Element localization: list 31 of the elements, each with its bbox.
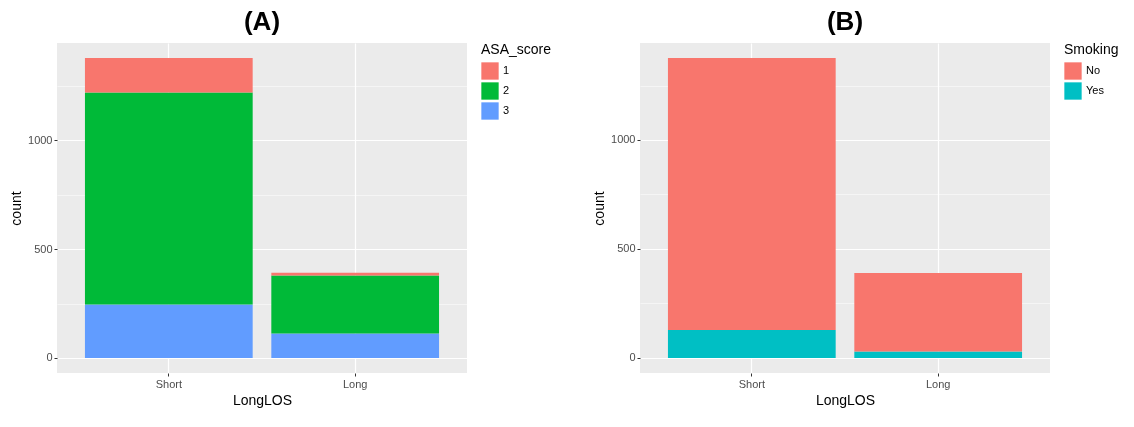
bar (854, 351, 1023, 358)
bar (667, 330, 836, 358)
y-tick-label: 1000 (611, 133, 636, 146)
legend-label: No (1086, 64, 1101, 76)
y-tick-label: 1000 (28, 133, 53, 146)
bar (271, 333, 440, 358)
x-tick-label: Short (155, 377, 182, 390)
y-tick-label: 500 (34, 242, 53, 255)
x-tick-label: Long (925, 377, 951, 390)
chart-title: (B) (826, 6, 864, 36)
bar (84, 92, 253, 305)
legend-label: 1 (503, 64, 510, 76)
x-tick-label: Long (342, 377, 368, 390)
legend-label: 3 (503, 104, 510, 116)
y-tick-label: 500 (617, 242, 636, 255)
legend-label: Yes (1086, 84, 1105, 96)
x-axis-title: LongLOS (815, 391, 876, 408)
y-tick-label: 0 (46, 351, 53, 364)
bar (84, 58, 253, 93)
y-axis-title: count (591, 191, 608, 226)
y-tick-label: 0 (629, 351, 636, 364)
legend-title: ASA_score (481, 41, 552, 57)
bar (854, 272, 1023, 352)
legend-label: 2 (503, 84, 510, 96)
bar (271, 275, 440, 334)
x-axis-title: LongLOS (232, 391, 293, 408)
legend-title: Smoking (1064, 41, 1119, 57)
x-tick-label: Short (738, 377, 765, 390)
bar (84, 304, 253, 358)
chart-title: (A) (243, 6, 281, 36)
y-axis-title: count (8, 191, 25, 226)
